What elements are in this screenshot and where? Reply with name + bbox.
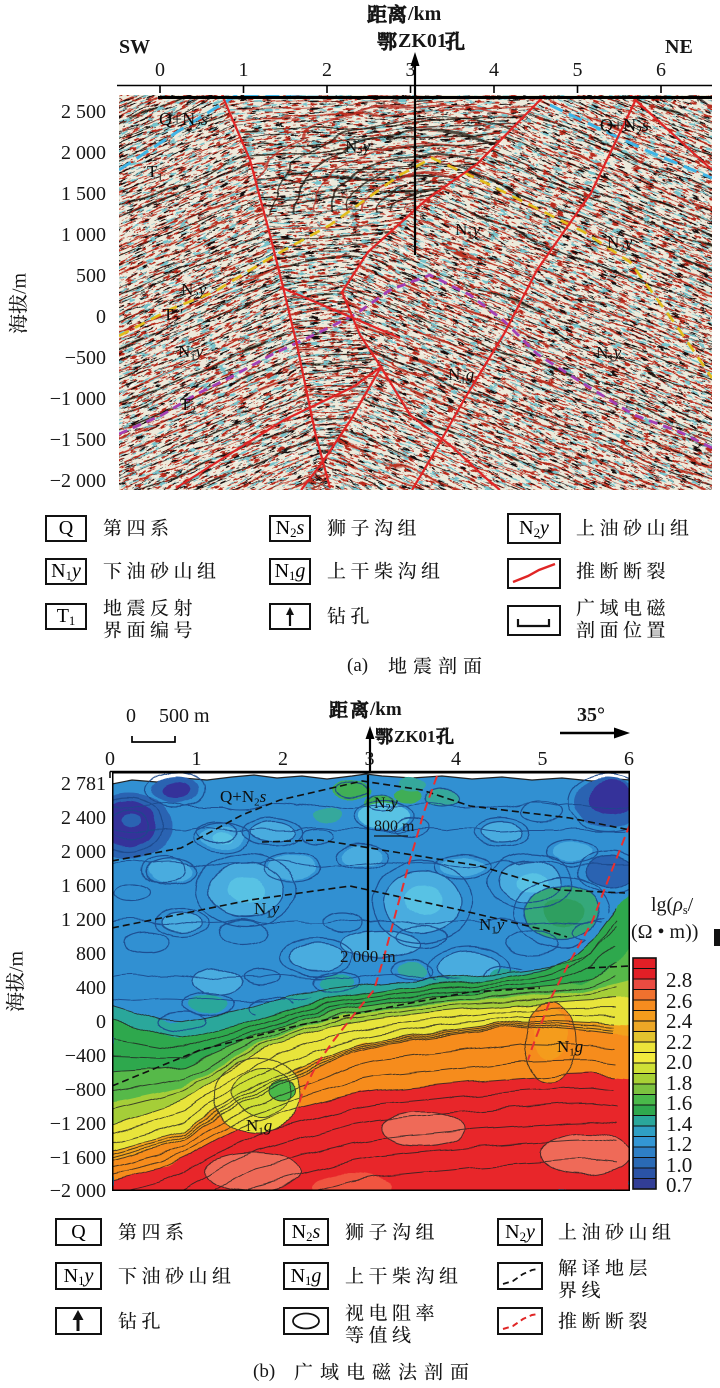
svg-text:T2′: T2′ bbox=[163, 305, 183, 326]
svg-text:N1y: N1y bbox=[596, 343, 622, 364]
svg-text:N2y: N2y bbox=[181, 280, 207, 301]
svg-text:Q+N2s: Q+N2s bbox=[600, 115, 649, 138]
svg-text:N2y: N2y bbox=[345, 137, 371, 158]
svg-text:N1y: N1y bbox=[479, 915, 505, 936]
svg-text:N1g: N1g bbox=[557, 1037, 583, 1058]
svg-text:Q+N2s: Q+N2s bbox=[220, 787, 267, 808]
svg-text:2 000 m: 2 000 m bbox=[340, 947, 396, 966]
svg-text:N1g: N1g bbox=[448, 365, 474, 386]
svg-text:/m: /m bbox=[6, 950, 28, 972]
svg-text:/m: /m bbox=[9, 272, 31, 294]
svg-text:N1y: N1y bbox=[178, 342, 204, 363]
svg-text:Q+N2s: Q+N2s bbox=[159, 109, 208, 132]
svg-text:N2y: N2y bbox=[374, 795, 399, 814]
svg-text:N1y: N1y bbox=[254, 899, 280, 920]
svg-text:N2y: N2y bbox=[607, 233, 633, 254]
svg-text:N1g: N1g bbox=[246, 1116, 272, 1137]
svg-text:N1y: N1y bbox=[455, 220, 481, 241]
svg-text:800 m: 800 m bbox=[374, 818, 415, 835]
